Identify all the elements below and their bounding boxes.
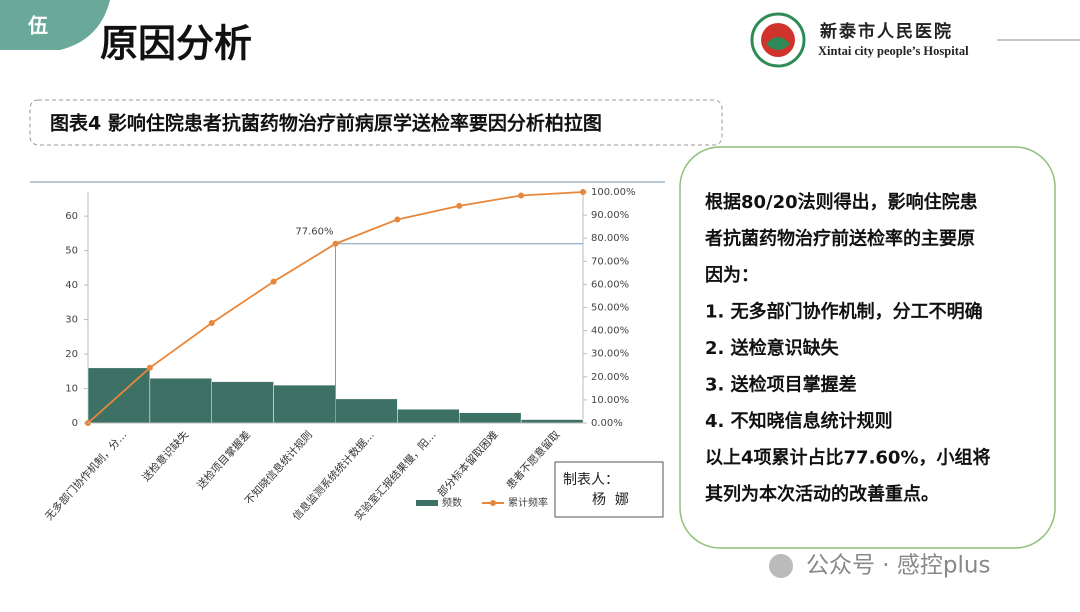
line-point (518, 192, 525, 199)
y-tick-label: 50 (65, 246, 78, 257)
x-tick-label: 不知晓信息统计规则 (242, 428, 315, 507)
data-label: 77.60% (295, 227, 333, 238)
y-tick-label: 60 (65, 211, 78, 222)
line-point (580, 189, 586, 195)
y-tick-label: 40 (65, 280, 78, 291)
conclusion-line: 根据80/20法则得出，影响住院患 (705, 191, 978, 213)
y-tick-label: 30 (65, 315, 78, 326)
conclusion-box (679, 146, 1056, 549)
x-tick-label: 部分标本留取困难 (435, 428, 501, 499)
conclusion-line: 3. 送检项目掌握差 (705, 374, 857, 396)
y2-tick-label: 50.00% (591, 303, 629, 314)
line-point (270, 278, 277, 285)
hospital-name: 新泰市人民医院 (820, 21, 953, 42)
bar (211, 381, 274, 424)
maker-name: 杨 娜 (592, 492, 629, 508)
legend-label: 累计频率 (508, 496, 548, 509)
watermark: 公众号 · 感控plus (806, 553, 990, 579)
y2-tick-label: 20.00% (591, 372, 629, 383)
y2-tick-label: 30.00% (591, 349, 629, 360)
y2-tick-label: 80.00% (591, 233, 629, 244)
conclusion-line: 因为： (705, 264, 759, 286)
y-tick-label: 10 (65, 384, 78, 395)
x-tick-label: 无多部门协作机制，分… (42, 428, 129, 523)
section-badge-bg (0, 0, 110, 50)
bar (273, 384, 336, 424)
conclusion-line: 4. 不知晓信息统计规则 (705, 410, 893, 432)
maker-label: 制表人： (563, 472, 619, 488)
legend-swatch (416, 500, 438, 506)
y-tick-label: 20 (65, 349, 78, 360)
bar (397, 408, 460, 424)
conclusion-line: 者抗菌药物治疗前送检率的主要原 (704, 228, 975, 250)
y2-tick-label: 90.00% (591, 210, 629, 221)
bar (459, 412, 522, 424)
bar (520, 419, 584, 424)
slide-title: 原因分析 (100, 22, 252, 66)
y-tick-label: 0 (72, 418, 78, 429)
watermark-icon (769, 554, 793, 578)
x-tick-label: 送检意识缺失 (139, 428, 191, 484)
chart-caption: 图表4 影响住院患者抗菌药物治疗前病原学送检率要因分析柏拉图 (50, 112, 602, 135)
x-tick-label: 患者不愿意留取 (504, 428, 563, 492)
line-point (332, 240, 339, 247)
x-tick-label: 送检项目掌握差 (194, 428, 253, 491)
line-point (208, 319, 215, 326)
bar (149, 377, 212, 424)
legend-swatch (490, 500, 496, 506)
conclusion-line: 以上4项累计占比77.60%，小组将 (705, 447, 991, 469)
maker-box (554, 461, 664, 518)
hospital-name-en: Xintai city people’s Hospital (818, 44, 969, 58)
y2-tick-label: 10.00% (591, 395, 629, 406)
legend-label: 频数 (442, 496, 462, 509)
y2-tick-label: 100.00% (591, 187, 636, 198)
logo-leaf (766, 37, 790, 50)
conclusion-line: 1. 无多部门协作机制，分工不明确 (705, 301, 983, 323)
caption-box (29, 99, 723, 146)
y2-tick-label: 70.00% (591, 256, 629, 267)
line-point (394, 216, 401, 223)
section-badge: 伍 (27, 14, 48, 38)
y2-tick-label: 60.00% (591, 279, 629, 290)
conclusion-line: 2. 送检意识缺失 (705, 337, 840, 359)
conclusion-line: 其列为本次活动的改善重点。 (705, 483, 939, 505)
bar (335, 398, 398, 424)
y2-tick-label: 40.00% (591, 326, 629, 337)
y2-tick-label: 0.00% (591, 418, 623, 429)
line-point (456, 202, 463, 209)
line-point (146, 364, 153, 371)
